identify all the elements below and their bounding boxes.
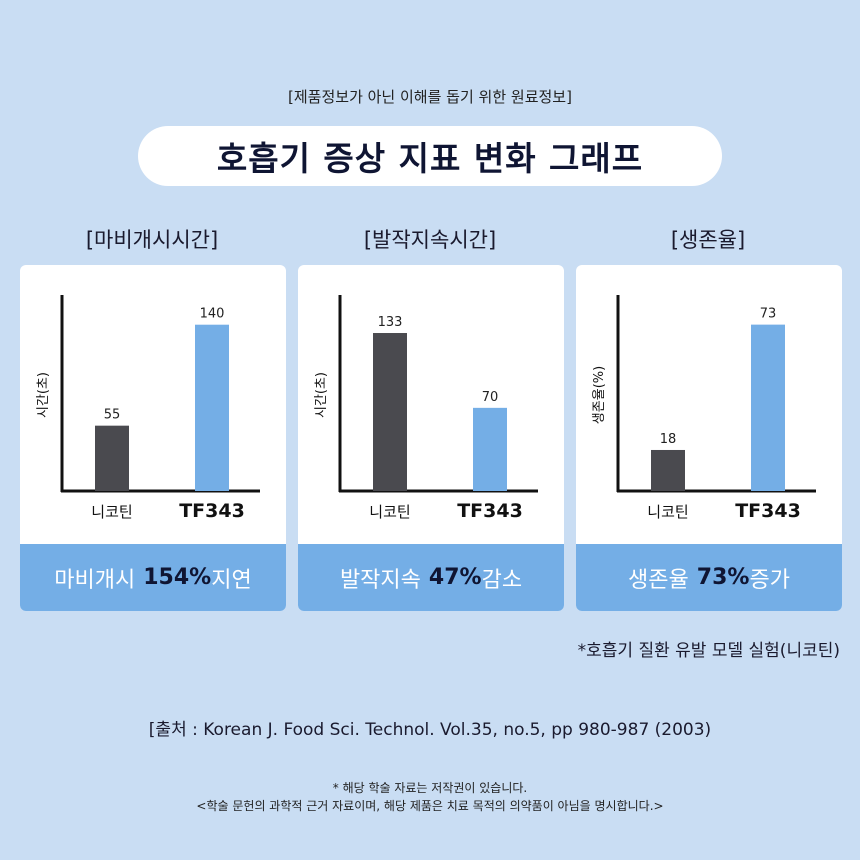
summary-suffix: 지연 <box>211 567 252 593</box>
y-axis-label: 생존율(%) <box>592 366 607 424</box>
chart-card-survival: 생존율(%) 18 니코틴 73 TF343 생존율 73% 증가 <box>576 265 842 611</box>
source-citation: [출처 : Korean J. Food Sci. Technol. Vol.3… <box>148 720 712 740</box>
experiment-note: *호흡기 질환 유발 모델 실험(니코틴) <box>577 641 840 661</box>
data-label: 73 <box>760 307 777 322</box>
data-label: 140 <box>200 307 225 322</box>
page-title: 호흡기 증상 지표 변화 그래프 <box>138 126 722 186</box>
top-disclaimer: [제품정보가 아닌 이해를 돕기 위한 원료정보] <box>288 88 572 106</box>
summary-prefix: 생존율 <box>628 567 689 593</box>
summary-value: 154% <box>143 565 212 590</box>
category-label: TF343 <box>457 500 523 522</box>
bar-control <box>373 333 407 491</box>
summary-bar-onset: 마비개시 154% 지연 <box>20 544 286 611</box>
data-label: 55 <box>104 408 121 423</box>
summary-prefix: 발작지속 <box>339 567 421 593</box>
summary-suffix: 감소 <box>481 567 523 593</box>
bar-test <box>195 324 229 491</box>
chart-card-onset: 시간(초) 55 니코틴 140 TF343 마비개시 154% 지연 <box>20 265 286 611</box>
chart-title-onset: [마비개시시간] <box>85 228 219 252</box>
chart-title-survival: [생존율] <box>670 228 746 252</box>
copyright-notice: * 해당 학술 자료는 저작권이 있습니다. <box>332 781 528 795</box>
category-label: 니코틴 <box>647 503 688 521</box>
chart-card-seizure: 시간(초) 133 니코틴 70 TF343 발작지속 47% 감소 <box>298 265 564 611</box>
bar-control <box>651 449 685 491</box>
bar-control <box>95 425 129 491</box>
bar-chart-seizure: 시간(초) 133 니코틴 70 TF343 <box>314 295 538 522</box>
bar-chart-onset: 시간(초) 55 니코틴 140 TF343 <box>36 295 260 522</box>
data-label: 70 <box>482 390 499 405</box>
medical-disclaimer: <학술 문헌의 과학적 근거 자료이며, 해당 제품은 치료 목적의 의약품이 … <box>196 799 664 813</box>
summary-suffix: 증가 <box>749 567 790 593</box>
y-axis-label: 시간(초) <box>36 372 51 418</box>
summary-prefix: 마비개시 <box>54 567 136 593</box>
summary-value: 47% <box>428 565 482 590</box>
y-axis-label: 시간(초) <box>314 372 329 418</box>
bar-test <box>473 407 507 491</box>
summary-bar-survival: 생존율 73% 증가 <box>576 544 842 611</box>
category-label: 니코틴 <box>369 503 410 521</box>
category-label: TF343 <box>735 500 801 522</box>
bar-chart-survival: 생존율(%) 18 니코틴 73 TF343 <box>592 295 816 522</box>
data-label: 133 <box>378 315 403 330</box>
chart-title-seizure: [발작지속시간] <box>363 228 497 252</box>
category-label: TF343 <box>179 500 245 522</box>
bar-test <box>751 324 785 491</box>
category-label: 니코틴 <box>91 503 132 521</box>
data-label: 18 <box>660 432 677 447</box>
summary-value: 73% <box>696 565 750 590</box>
summary-bar-seizure: 발작지속 47% 감소 <box>298 544 564 611</box>
